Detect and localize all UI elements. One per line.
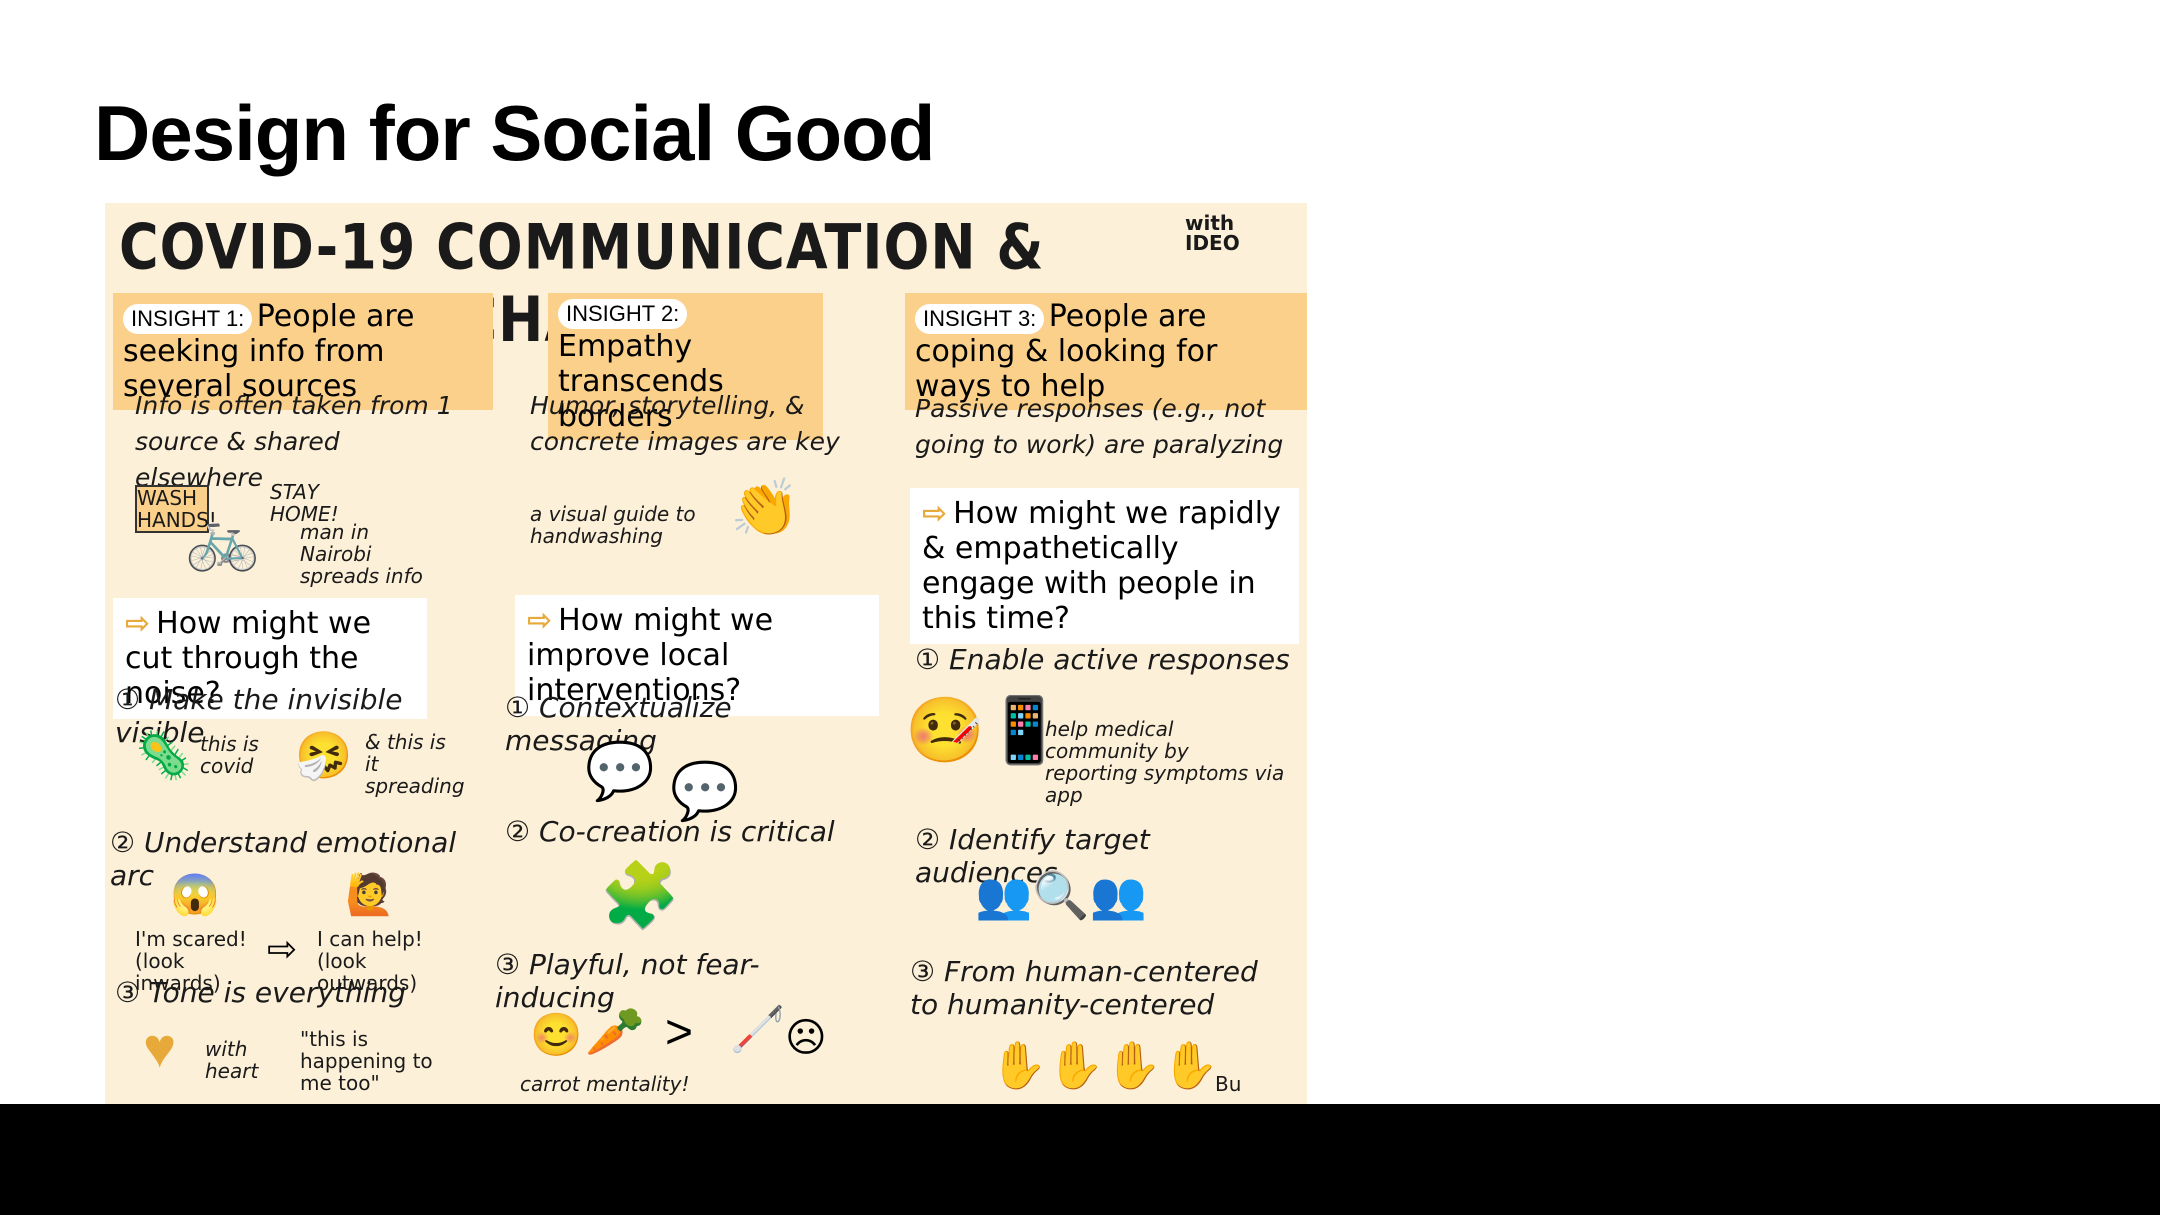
handwashing-caption: a visual guide to handwashing [530,503,700,547]
audience-search-icon: 👥🔍👥 [975,868,1147,923]
with-heart-label: with heart [205,1038,265,1082]
speech-bubbles-icon: 💬 [585,738,655,804]
col1-item-2: ② Understand emotional arc [110,826,470,892]
stick-icon: 🦯 [730,1003,785,1055]
arrow-icon: ⇨ [922,496,947,531]
insight-2-label: INSIGHT 2: [558,299,687,329]
insight-3-label: INSIGHT 3: [915,304,1044,334]
col3-item-3: ③ From human-centered to humanity-center… [910,955,1290,1021]
arrow-icon: ⇨ [527,603,552,638]
slide-title: Design for Social Good [94,88,934,179]
megaphone-bike-icon: 🚲 [185,503,260,574]
frown-icon: ☹ [785,1015,827,1061]
hmw-3-text: How might we rapidly & empathetically en… [922,496,1281,636]
heart-icon: ♥ [143,1015,176,1080]
app-caption: help medical community by reporting symp… [1045,718,1285,806]
puzzle-hands-icon: 🧩 [600,858,680,933]
with-ideo-label: with IDEO [1185,213,1265,253]
carrot-icon: 🥕 [585,1003,645,1060]
covid-caption: this is covid [200,733,280,777]
signature: Bu [1215,1073,1275,1095]
arrow-icon: ⇨ [125,606,150,641]
col1-item-3: ③ Tone is everything [115,976,475,1009]
sick-face-phone-icon: 🤒📱 [905,693,1064,768]
raised-hands-icon: ✋✋✋✋ [990,1038,1219,1093]
right-arrow-icon: ⇨ [267,928,297,970]
scared-person-icon: 😱 [170,871,220,918]
insight-1-label: INSIGHT 1: [123,304,252,334]
quote-caption: "this is happening to me too" [300,1028,460,1094]
handwashing-icon: 👏 [730,475,800,541]
nairobi-caption: man in Nairobi spreads info [300,521,440,587]
sketchnote-illustration: COVID-19 COMMUNICATION & BEHAVIOR CHANGE… [105,203,1307,1105]
greater-than-icon: > [665,1005,693,1060]
col3-item-1: ① Enable active responses [915,643,1295,676]
virus-icon: 🦠 [135,728,192,783]
sneezing-person-icon: 🤧 [295,728,352,783]
col2-item-2: ② Co-creation is critical [505,815,865,848]
hmw-3: ⇨ How might we rapidly & empathetically e… [910,488,1299,644]
col2-item-1: ① Contextualize messaging [505,691,865,757]
bottom-bar [0,1104,2160,1215]
carrot-caption: carrot mentality! [520,1073,720,1095]
insight-2-body: Humor, storytelling, & concrete images a… [530,388,890,460]
stay-home-text: STAY HOME! [270,481,390,525]
smiley-icon: 😊 [530,1011,582,1060]
spreading-caption: & this is it spreading [365,731,465,797]
helping-person-icon: 🙋 [345,871,395,918]
insight-3-body: Passive responses (e.g., not going to wo… [915,391,1295,463]
